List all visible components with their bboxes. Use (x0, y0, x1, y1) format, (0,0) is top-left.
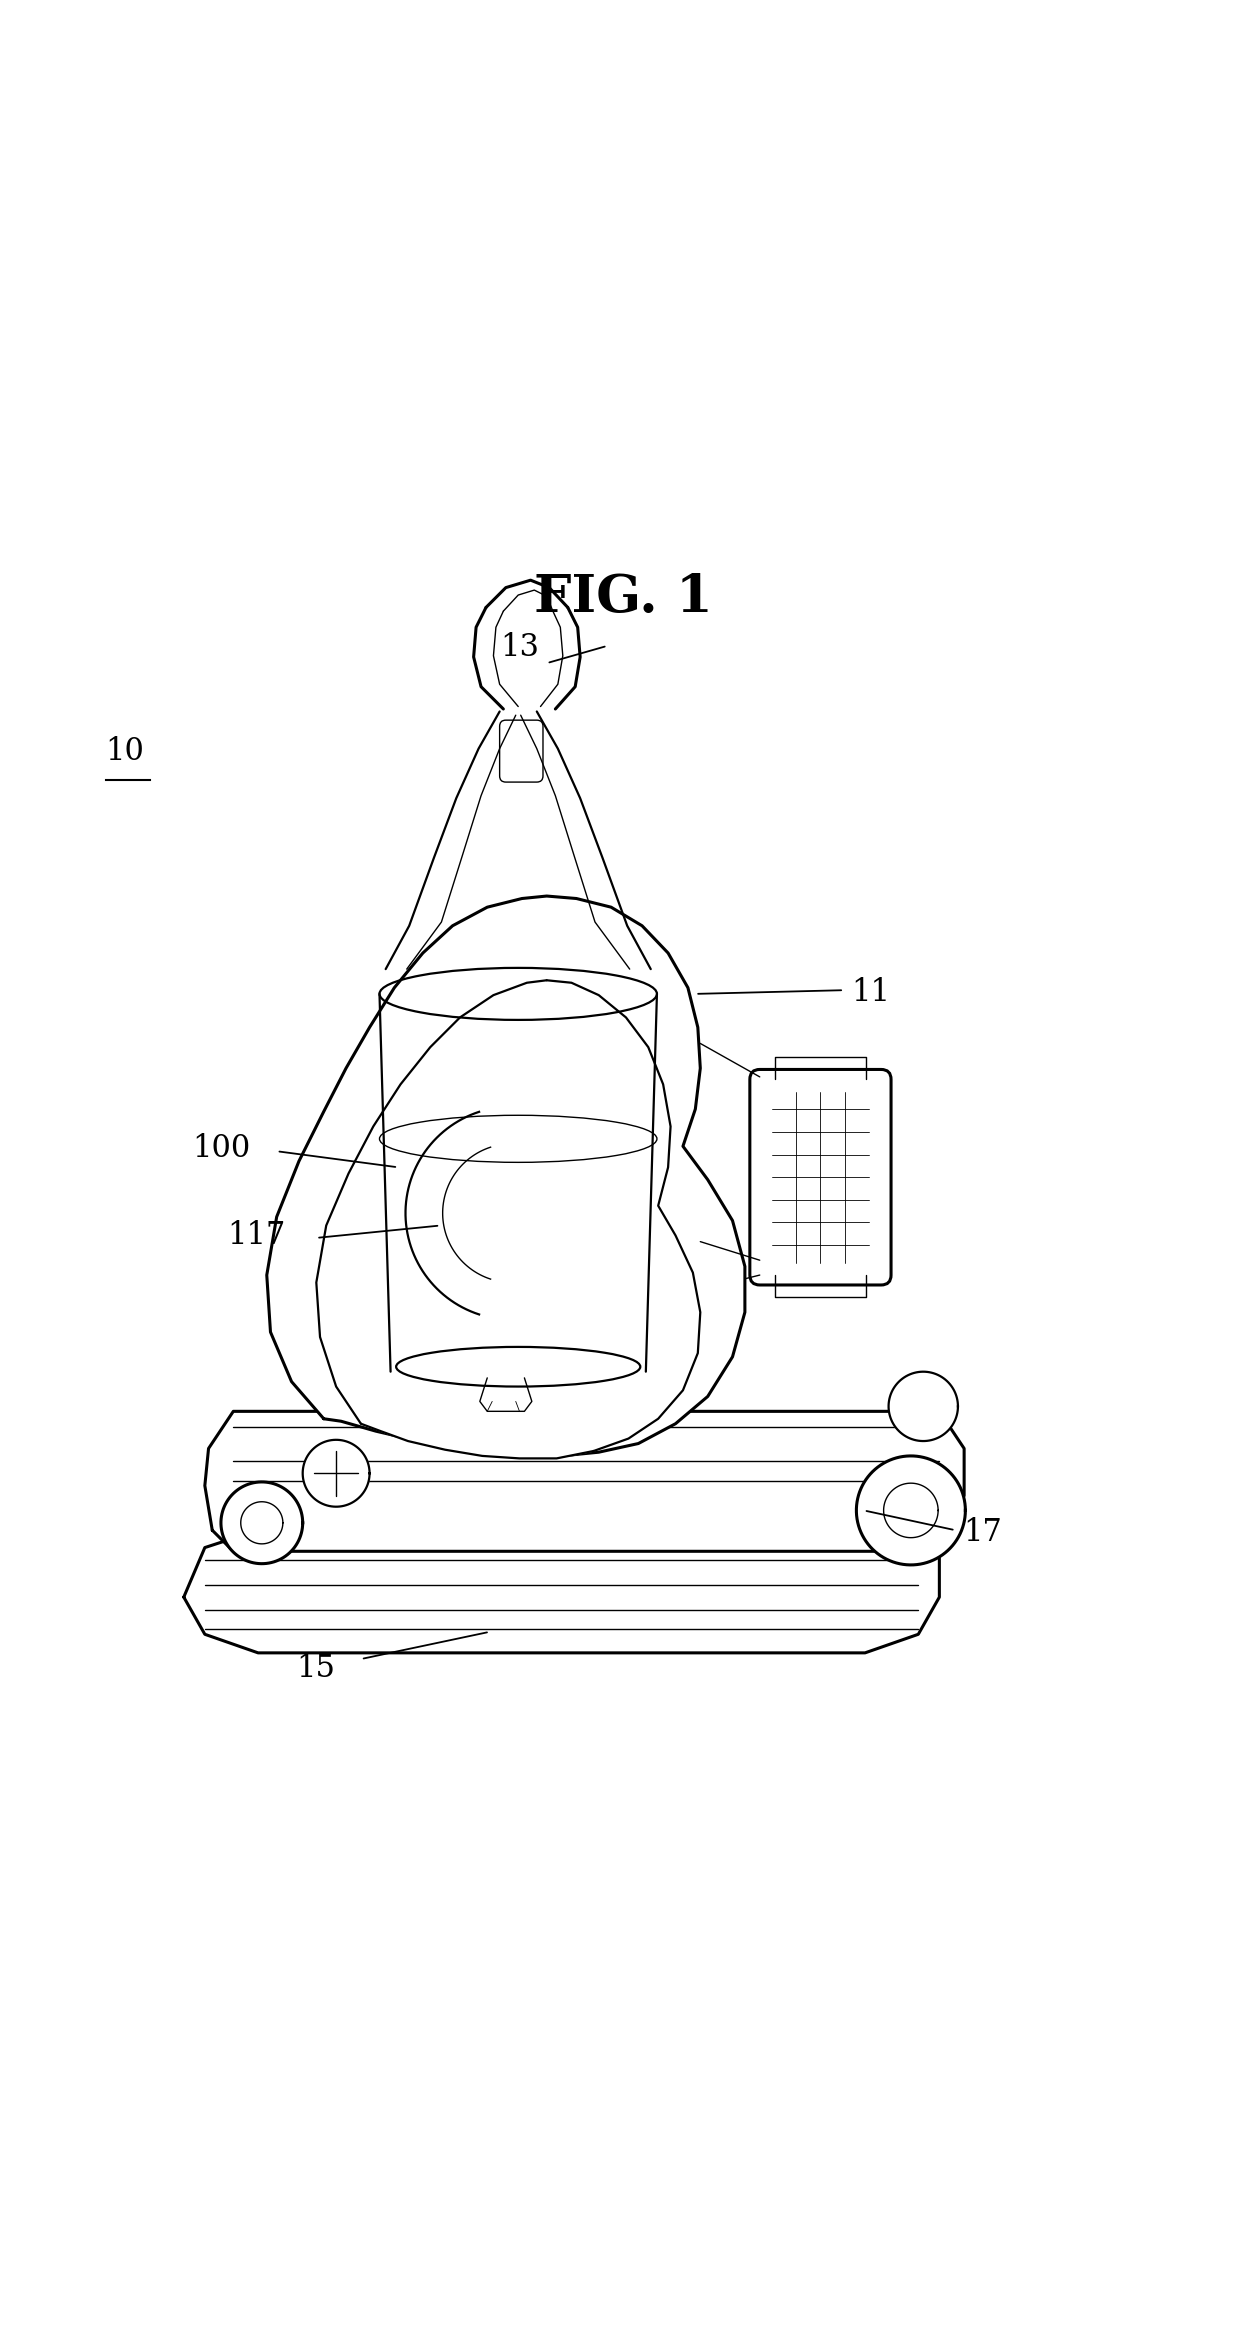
Text: 117: 117 (227, 1220, 286, 1251)
Text: FIG. 1: FIG. 1 (534, 573, 713, 622)
Polygon shape (857, 1455, 965, 1565)
Text: 11: 11 (852, 976, 890, 1009)
Text: 17: 17 (963, 1516, 1001, 1549)
Polygon shape (889, 1371, 958, 1441)
Polygon shape (221, 1481, 303, 1563)
Text: 100: 100 (192, 1134, 251, 1164)
Polygon shape (317, 981, 701, 1457)
Text: 10: 10 (106, 737, 145, 767)
Text: 15: 15 (297, 1655, 335, 1685)
Polygon shape (267, 897, 744, 1455)
Polygon shape (303, 1439, 369, 1507)
Polygon shape (183, 1530, 939, 1652)
Polygon shape (205, 1411, 964, 1551)
Text: 13: 13 (500, 631, 539, 664)
